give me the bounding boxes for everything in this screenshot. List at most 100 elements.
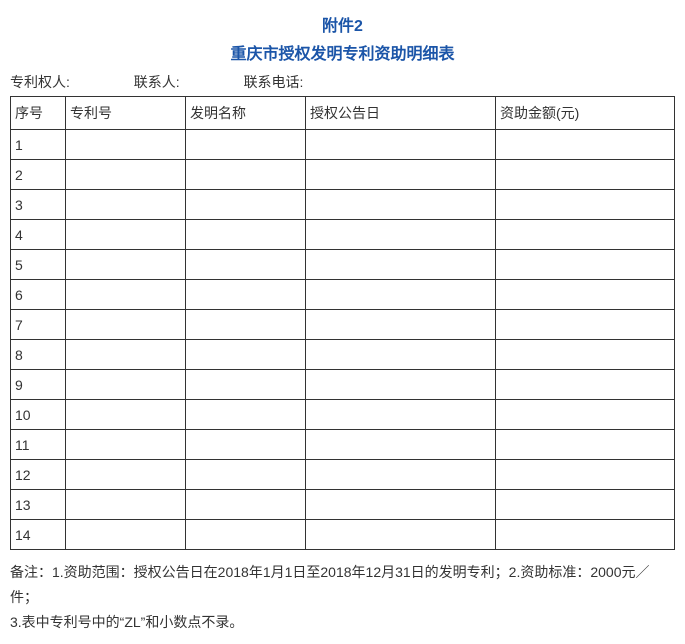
- table-cell: [186, 280, 306, 310]
- document-title: 重庆市授权发明专利资助明细表: [10, 40, 675, 64]
- table-cell: [186, 220, 306, 250]
- table-header-row: 序号专利号发明名称授权公告日资助金额(元): [11, 97, 675, 130]
- table-cell: [66, 130, 186, 160]
- table-cell: [496, 520, 675, 550]
- table-cell: [186, 190, 306, 220]
- table-cell: [186, 310, 306, 340]
- table-cell: 4: [11, 220, 66, 250]
- table-cell: [66, 280, 186, 310]
- table-cell: [496, 340, 675, 370]
- table-cell: [66, 400, 186, 430]
- table-cell: [306, 460, 496, 490]
- table-cell: [496, 430, 675, 460]
- table-cell: [66, 520, 186, 550]
- table-cell: 12: [11, 460, 66, 490]
- note-line-1: 备注：1.资助范围：授权公告日在2018年1月1日至2018年12月31日的发明…: [10, 560, 675, 610]
- table-row: 13: [11, 490, 675, 520]
- table-cell: [66, 430, 186, 460]
- table-cell: [66, 370, 186, 400]
- table-cell: [496, 310, 675, 340]
- column-header: 专利号: [66, 97, 186, 130]
- table-row: 2: [11, 160, 675, 190]
- column-header: 发明名称: [186, 97, 306, 130]
- info-row: 专利权人: 联系人: 联系电话:: [10, 72, 675, 92]
- table-cell: [186, 430, 306, 460]
- table-cell: 9: [11, 370, 66, 400]
- phone-label: 联系电话:: [244, 72, 304, 92]
- table-cell: [186, 400, 306, 430]
- table-cell: [306, 250, 496, 280]
- table-cell: [186, 340, 306, 370]
- table-cell: [496, 130, 675, 160]
- table-cell: [66, 310, 186, 340]
- table-cell: [186, 520, 306, 550]
- table-cell: [66, 250, 186, 280]
- table-row: 8: [11, 340, 675, 370]
- table-cell: 7: [11, 310, 66, 340]
- table-row: 10: [11, 400, 675, 430]
- table-row: 7: [11, 310, 675, 340]
- table-cell: [306, 490, 496, 520]
- table-cell: [306, 340, 496, 370]
- table-cell: [496, 250, 675, 280]
- table-cell: 3: [11, 190, 66, 220]
- table-cell: [306, 400, 496, 430]
- notes-block: 备注：1.资助范围：授权公告日在2018年1月1日至2018年12月31日的发明…: [10, 560, 675, 636]
- note-line-2: 3.表中专利号中的“ZL”和小数点不录。: [10, 610, 675, 635]
- attachment-label: 附件2: [10, 12, 675, 36]
- table-cell: 1: [11, 130, 66, 160]
- table-cell: 5: [11, 250, 66, 280]
- table-cell: [306, 190, 496, 220]
- table-cell: [496, 220, 675, 250]
- table-cell: [306, 370, 496, 400]
- table-cell: [66, 190, 186, 220]
- table-cell: [306, 430, 496, 460]
- column-header: 序号: [11, 97, 66, 130]
- table-cell: [496, 400, 675, 430]
- table-cell: [306, 220, 496, 250]
- table-cell: [496, 370, 675, 400]
- table-cell: [186, 370, 306, 400]
- table-row: 11: [11, 430, 675, 460]
- table-cell: [306, 280, 496, 310]
- table-cell: 2: [11, 160, 66, 190]
- table-cell: [186, 250, 306, 280]
- table-cell: [496, 160, 675, 190]
- table-cell: 14: [11, 520, 66, 550]
- table-cell: [66, 490, 186, 520]
- table-row: 5: [11, 250, 675, 280]
- table-row: 4: [11, 220, 675, 250]
- table-cell: [186, 460, 306, 490]
- contact-label: 联系人:: [134, 72, 180, 92]
- patent-table: 序号专利号发明名称授权公告日资助金额(元) 123456789101112131…: [10, 96, 675, 550]
- table-cell: [186, 160, 306, 190]
- table-row: 3: [11, 190, 675, 220]
- table-cell: [306, 310, 496, 340]
- table-cell: [186, 130, 306, 160]
- table-cell: 6: [11, 280, 66, 310]
- table-cell: [66, 160, 186, 190]
- column-header: 授权公告日: [306, 97, 496, 130]
- table-cell: [66, 220, 186, 250]
- table-cell: [496, 460, 675, 490]
- table-row: 14: [11, 520, 675, 550]
- table-row: 12: [11, 460, 675, 490]
- column-header: 资助金额(元): [496, 97, 675, 130]
- table-row: 1: [11, 130, 675, 160]
- table-cell: 13: [11, 490, 66, 520]
- table-cell: [306, 520, 496, 550]
- table-cell: [496, 490, 675, 520]
- table-cell: 11: [11, 430, 66, 460]
- table-row: 9: [11, 370, 675, 400]
- table-cell: [496, 190, 675, 220]
- table-cell: [186, 490, 306, 520]
- table-cell: 8: [11, 340, 66, 370]
- table-cell: [306, 160, 496, 190]
- table-cell: [496, 280, 675, 310]
- table-cell: 10: [11, 400, 66, 430]
- table-row: 6: [11, 280, 675, 310]
- table-cell: [66, 340, 186, 370]
- table-cell: [306, 130, 496, 160]
- owner-label: 专利权人:: [10, 72, 70, 92]
- table-cell: [66, 460, 186, 490]
